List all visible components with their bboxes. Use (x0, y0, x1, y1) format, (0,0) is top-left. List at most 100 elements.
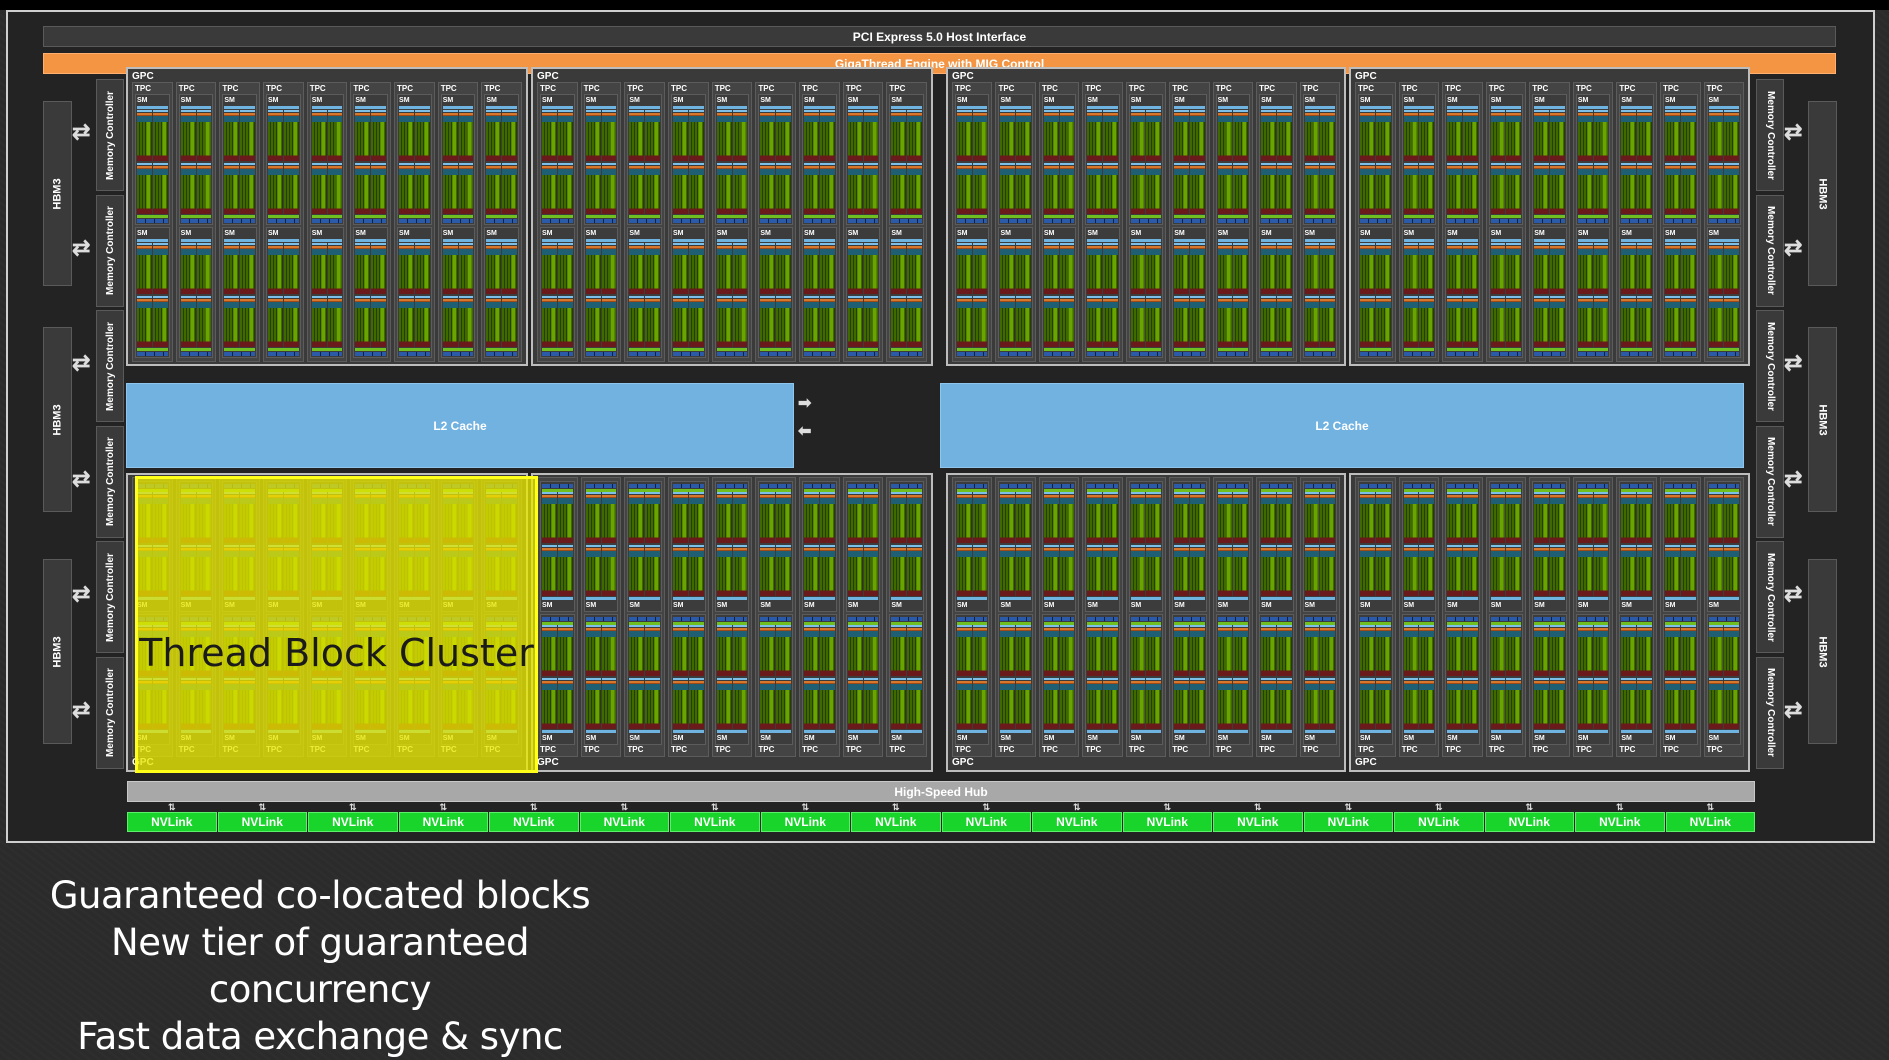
sm-l1-bar (542, 239, 573, 242)
sm-texture-units (716, 219, 748, 223)
gpc-label: GPC (1355, 757, 1377, 768)
sm: SM (484, 94, 520, 225)
sm-processing-block (1217, 243, 1233, 294)
sm-label: SM (1577, 97, 1589, 104)
sm-tensor-bar (1087, 489, 1118, 492)
sm-tensor-bar (399, 348, 430, 351)
sm-texture-units (1000, 352, 1031, 356)
sm-processing-block (819, 243, 835, 294)
sm-label: SM (268, 230, 279, 237)
sm-label: SM (1664, 230, 1676, 237)
sm-processing-blocks (1577, 243, 1609, 347)
sm-processing-block (1550, 625, 1565, 676)
sm-processing-block (1360, 678, 1375, 729)
arrow-left-icon: ⬅ (798, 423, 812, 440)
sm-l1-bar (716, 597, 748, 600)
sm-processing-block (1724, 678, 1740, 729)
sm-processing-block (585, 243, 601, 294)
sm-processing-blocks (1217, 243, 1249, 347)
sm-texture-units (1130, 352, 1162, 356)
sm-tensor-bar (891, 215, 923, 218)
sm-processing-block (542, 163, 557, 214)
sm-tensor-bar (760, 489, 792, 492)
sm-processing-block (1103, 492, 1118, 543)
sm-processing-block (414, 163, 430, 214)
sm-texture-units (1447, 617, 1478, 621)
sm-processing-block (1637, 492, 1652, 543)
sm-processing-block (1043, 625, 1059, 676)
nvlink-label: NVLink (1327, 815, 1369, 829)
nvlink-port: ⇅ NVLink (308, 803, 398, 832)
sm-processing-block (972, 678, 988, 729)
sm-processing-block (1059, 163, 1075, 214)
sm-processing-block (863, 492, 879, 543)
sm: SM (1259, 614, 1294, 745)
hbm3-label: HBM3 (1816, 177, 1829, 210)
memory-controller-label: Memory Controller (1764, 206, 1776, 295)
tpc-label: TPC (671, 745, 688, 754)
sm-processing-block (355, 163, 371, 214)
sm-label: SM (1000, 602, 1011, 609)
sm-processing-block (863, 243, 879, 294)
tpc-label: TPC (955, 745, 971, 754)
sm: SM (627, 481, 663, 612)
sm-processing-block (1577, 110, 1593, 161)
sm-tensor-bar (355, 348, 387, 351)
sm-tensor-bar (957, 622, 988, 625)
bidirectional-arrow-icon: ⇅ (891, 802, 900, 812)
sm-processing-block (1550, 110, 1565, 161)
sm-texture-units (1621, 617, 1652, 621)
sm-tensor-bar (1708, 622, 1740, 625)
sm-processing-block (1103, 625, 1118, 676)
sm-texture-units (1577, 219, 1609, 223)
sm-label: SM (137, 230, 148, 237)
sm-processing-block (1276, 110, 1292, 161)
sm-processing-block (819, 678, 835, 729)
sm-processing-block (1320, 678, 1335, 729)
sm-processing-block (1621, 243, 1637, 294)
sm-processing-blocks (804, 243, 835, 347)
sm-l1-bar (542, 597, 573, 600)
sm-processing-blocks (1130, 243, 1162, 347)
memory-controller: Memory Controller (1756, 425, 1784, 538)
sm-l1-bar (1304, 730, 1335, 733)
nvlink-port: ⇅ NVLink (1122, 803, 1212, 832)
sm-processing-block (557, 625, 573, 676)
sm-l1-bar (1043, 730, 1075, 733)
sm-processing-block (1708, 163, 1724, 214)
sm-texture-units (1000, 484, 1031, 488)
sm-processing-blocks (1174, 492, 1205, 596)
sm-processing-blocks (1708, 243, 1740, 347)
sm-label: SM (1534, 735, 1545, 742)
sm-processing-block (502, 243, 518, 294)
sm-tensor-bar (137, 215, 168, 218)
sm: SM (889, 227, 925, 358)
sm-processing-block (1680, 296, 1696, 347)
sm-l1-bar (1174, 106, 1205, 109)
sm-l1-bar (1174, 730, 1205, 733)
sm-processing-blocks (355, 110, 387, 214)
sm-label: SM (224, 97, 235, 104)
tpc-label: TPC (1041, 745, 1058, 754)
sm: SM (1041, 94, 1077, 225)
sm-processing-block (1016, 110, 1031, 161)
sm-processing-block (1550, 163, 1565, 214)
sm: SM (1215, 614, 1251, 745)
sm-processing-blocks (1304, 243, 1335, 347)
sm-processing-block (1577, 243, 1593, 294)
sm: SM (222, 94, 258, 225)
sm-processing-block (847, 545, 863, 596)
sm-processing-block (1506, 492, 1522, 543)
nvlink-label: NVLink (965, 815, 1007, 829)
tpc-label: TPC (1215, 745, 1232, 754)
sm: SM (1302, 614, 1337, 745)
sm-processing-block (240, 110, 256, 161)
sm-tensor-bar (542, 215, 573, 218)
sm-processing-block (1217, 545, 1233, 596)
